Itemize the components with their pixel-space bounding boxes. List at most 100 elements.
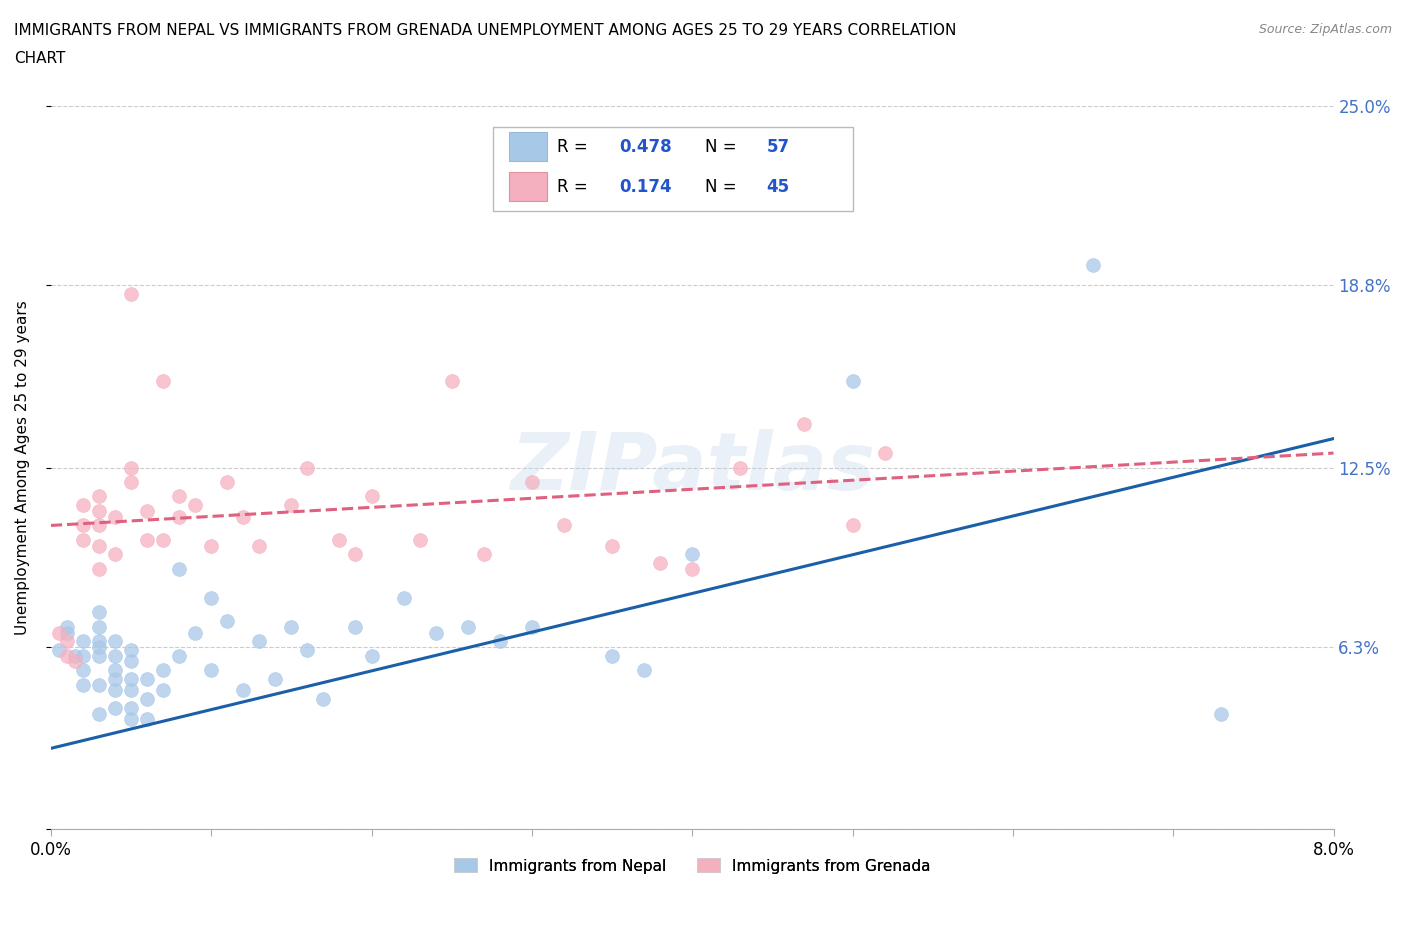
Point — [280, 498, 302, 512]
Point — [87, 503, 110, 518]
Point — [328, 533, 350, 548]
Point — [553, 518, 575, 533]
Point — [104, 510, 127, 525]
Point — [425, 625, 447, 640]
Point — [104, 633, 127, 648]
Point — [87, 640, 110, 655]
Point — [56, 648, 79, 663]
Point — [48, 625, 70, 640]
Point — [167, 489, 190, 504]
Point — [104, 671, 127, 686]
Text: 57: 57 — [766, 138, 790, 155]
Point — [520, 619, 543, 634]
Point — [344, 619, 367, 634]
Point — [136, 533, 159, 548]
Point — [87, 489, 110, 504]
Text: R =: R = — [558, 138, 593, 155]
Point — [87, 677, 110, 692]
Point — [297, 643, 319, 658]
Point — [730, 460, 752, 475]
Point — [681, 547, 703, 562]
Point — [360, 489, 382, 504]
Point — [104, 547, 127, 562]
Point — [120, 654, 142, 669]
Point — [56, 633, 79, 648]
Point — [72, 533, 94, 548]
Point — [104, 683, 127, 698]
Point — [120, 683, 142, 698]
Point — [87, 562, 110, 577]
Point — [152, 533, 174, 548]
Point — [120, 474, 142, 489]
Point — [312, 692, 335, 707]
Point — [87, 604, 110, 619]
Point — [488, 633, 510, 648]
Text: CHART: CHART — [14, 51, 66, 66]
Point — [136, 671, 159, 686]
Point — [167, 510, 190, 525]
Point — [167, 648, 190, 663]
Point — [56, 619, 79, 634]
Point — [247, 538, 270, 553]
Point — [681, 562, 703, 577]
FancyBboxPatch shape — [494, 127, 852, 210]
Point — [63, 654, 86, 669]
Point — [120, 671, 142, 686]
Text: 0.174: 0.174 — [619, 178, 672, 195]
Legend: Immigrants from Nepal, Immigrants from Grenada: Immigrants from Nepal, Immigrants from G… — [447, 853, 936, 880]
Point — [152, 683, 174, 698]
Point — [344, 547, 367, 562]
Point — [104, 663, 127, 678]
Point — [87, 619, 110, 634]
Point — [72, 633, 94, 648]
Point — [136, 692, 159, 707]
Point — [841, 518, 863, 533]
Point — [72, 663, 94, 678]
Point — [200, 663, 222, 678]
Point — [72, 518, 94, 533]
Point — [217, 614, 239, 629]
Point — [648, 555, 671, 570]
Point — [87, 648, 110, 663]
Point — [297, 460, 319, 475]
Point — [87, 518, 110, 533]
Text: Source: ZipAtlas.com: Source: ZipAtlas.com — [1258, 23, 1392, 36]
Point — [280, 619, 302, 634]
Point — [63, 648, 86, 663]
Text: 45: 45 — [766, 178, 790, 195]
Point — [152, 373, 174, 388]
Point — [87, 538, 110, 553]
Text: ZIPatlas: ZIPatlas — [509, 429, 875, 507]
Point — [87, 706, 110, 721]
Point — [120, 460, 142, 475]
Point — [136, 712, 159, 727]
Point — [56, 625, 79, 640]
Point — [217, 474, 239, 489]
FancyBboxPatch shape — [509, 132, 547, 161]
Point — [264, 671, 287, 686]
Point — [457, 619, 479, 634]
Point — [472, 547, 495, 562]
Y-axis label: Unemployment Among Ages 25 to 29 years: Unemployment Among Ages 25 to 29 years — [15, 300, 30, 635]
Point — [1081, 258, 1104, 272]
Point — [104, 700, 127, 715]
Point — [232, 510, 254, 525]
Text: 0.478: 0.478 — [619, 138, 672, 155]
Point — [360, 648, 382, 663]
Point — [48, 643, 70, 658]
Point — [120, 643, 142, 658]
Point — [1211, 706, 1233, 721]
Point — [152, 663, 174, 678]
Point — [247, 633, 270, 648]
Point — [200, 591, 222, 605]
Point — [120, 700, 142, 715]
Point — [120, 712, 142, 727]
Point — [520, 474, 543, 489]
Point — [841, 373, 863, 388]
Point — [136, 503, 159, 518]
Point — [600, 648, 623, 663]
Point — [633, 663, 655, 678]
Point — [104, 648, 127, 663]
Text: N =: N = — [704, 138, 742, 155]
Point — [200, 538, 222, 553]
